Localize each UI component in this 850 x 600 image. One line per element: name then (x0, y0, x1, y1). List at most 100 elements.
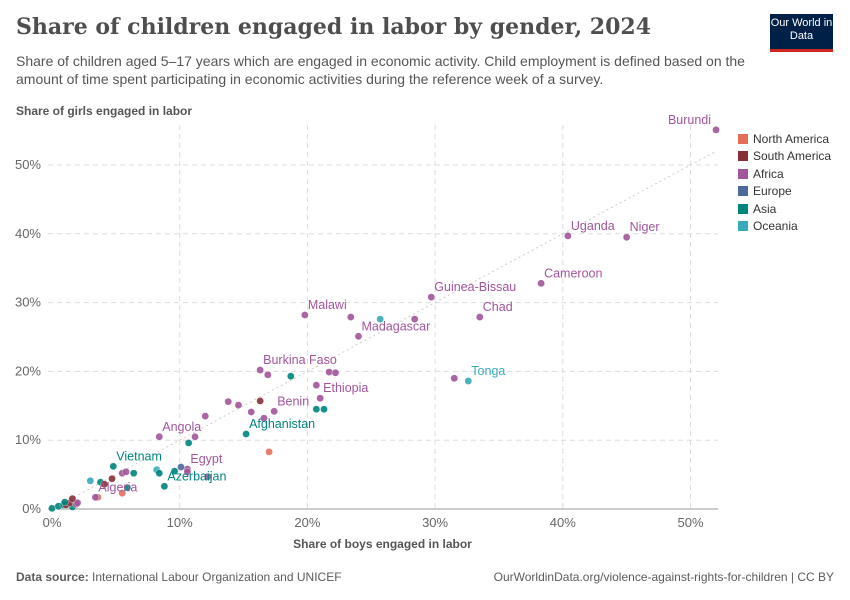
data-point[interactable] (464, 377, 473, 385)
data-point[interactable] (109, 462, 118, 471)
legend-item[interactable]: Oceania (738, 218, 831, 236)
x-tick-label: 10% (167, 515, 193, 530)
legend-swatch (738, 151, 748, 162)
data-point[interactable] (91, 493, 100, 502)
data-point[interactable] (242, 430, 250, 438)
point-label: Burundi (668, 113, 711, 127)
footer-url[interactable]: OurWorldinData.org/violence-against-righ… (493, 570, 834, 584)
data-point[interactable] (86, 476, 95, 485)
data-point[interactable] (537, 279, 545, 288)
source-label: Data source: (16, 570, 89, 584)
data-point[interactable] (354, 332, 363, 341)
data-point[interactable] (247, 408, 256, 416)
x-tick-label: 0% (43, 515, 62, 530)
data-point[interactable] (260, 414, 268, 422)
data-point[interactable] (450, 374, 459, 383)
data-point[interactable] (68, 494, 77, 503)
legend: North America South America Africa Europe As… (738, 130, 831, 235)
data-point[interactable] (73, 499, 82, 507)
data-point[interactable] (183, 468, 192, 476)
chart-title: Share of children engaged in labor by ge… (16, 14, 652, 40)
data-point[interactable] (48, 504, 56, 513)
data-point[interactable] (320, 405, 328, 414)
chart-subtitle: Share of children aged 5–17 years which … (16, 53, 745, 87)
point-label: Malawi (308, 298, 347, 312)
point-label: Cameroon (544, 266, 602, 280)
data-point[interactable] (155, 469, 164, 478)
source-text: International Labour Organization and UN… (92, 570, 342, 584)
legend-item[interactable]: Africa (738, 165, 831, 183)
data-point[interactable] (410, 315, 419, 323)
data-point[interactable] (184, 439, 193, 447)
data-point[interactable] (256, 366, 264, 374)
legend-item[interactable]: Asia (738, 200, 831, 218)
point-label: Azerbaijan (167, 469, 226, 483)
data-point[interactable] (122, 468, 130, 476)
data-point[interactable] (270, 407, 278, 416)
data-point[interactable] (564, 232, 572, 240)
point-label: Benin (277, 394, 309, 408)
legend-label: North America (753, 131, 830, 146)
point-label: Guinea-Bissau (434, 280, 516, 294)
data-point[interactable] (427, 293, 436, 301)
legend-swatch (738, 168, 748, 179)
point-label: Burkina Faso (263, 353, 337, 367)
data-point[interactable] (325, 368, 333, 376)
point-label: Ethiopia (323, 381, 368, 395)
point-label: Tonga (471, 364, 505, 378)
data-point[interactable] (191, 432, 199, 441)
data-point[interactable] (129, 469, 138, 478)
data-point[interactable] (264, 371, 272, 379)
data-point[interactable] (155, 432, 164, 441)
data-point[interactable] (118, 489, 127, 497)
legend-label: Europe (753, 184, 792, 199)
data-point[interactable] (312, 405, 321, 414)
data-point[interactable] (312, 381, 321, 389)
y-axis-label: Share of girls engaged in labor (16, 104, 193, 118)
owid-logo[interactable]: Our World in Data (770, 14, 833, 52)
data-point[interactable] (256, 397, 264, 405)
legend-swatch (738, 186, 748, 197)
data-point[interactable] (331, 368, 340, 377)
data-point[interactable] (622, 233, 631, 242)
x-tick-label: 50% (677, 515, 703, 530)
data-point[interactable] (316, 394, 324, 403)
data-source: Data source: International Labour Organi… (16, 570, 342, 584)
data-point[interactable] (347, 313, 355, 321)
data-point[interactable] (170, 467, 179, 475)
data-point[interactable] (712, 126, 720, 134)
legend-swatch (738, 221, 748, 232)
point-label: Vietnam (116, 449, 162, 463)
data-point[interactable] (265, 448, 273, 456)
x-tick-label: 20% (294, 515, 320, 530)
legend-item[interactable]: Europe (738, 183, 831, 201)
data-point[interactable] (201, 412, 210, 420)
point-label: Niger (630, 220, 660, 234)
data-point[interactable] (376, 315, 384, 323)
data-point[interactable] (203, 472, 212, 481)
data-point[interactable] (60, 498, 69, 506)
data-point[interactable] (108, 474, 116, 483)
legend-item[interactable]: North America (738, 130, 831, 148)
point-label: Afghanistan (249, 417, 315, 431)
point-label: Madagascar (361, 319, 430, 333)
point-label: Chad (483, 300, 513, 314)
y-tick-label: 0% (22, 501, 41, 516)
data-point[interactable] (301, 311, 309, 319)
data-point[interactable] (100, 480, 109, 489)
data-point[interactable] (123, 483, 132, 492)
x-tick-label: 30% (422, 515, 448, 530)
data-point[interactable] (475, 313, 484, 321)
data-point[interactable] (234, 401, 243, 409)
y-tick-label: 20% (15, 363, 41, 378)
point-label: Angola (162, 420, 201, 434)
point-label: Egypt (190, 452, 222, 466)
legend-swatch (738, 133, 748, 144)
data-point[interactable] (224, 397, 233, 406)
data-point[interactable] (160, 482, 169, 491)
data-point[interactable] (286, 372, 295, 381)
legend-swatch (738, 203, 748, 214)
data-point[interactable] (177, 463, 185, 471)
legend-item[interactable]: South America (738, 148, 831, 166)
